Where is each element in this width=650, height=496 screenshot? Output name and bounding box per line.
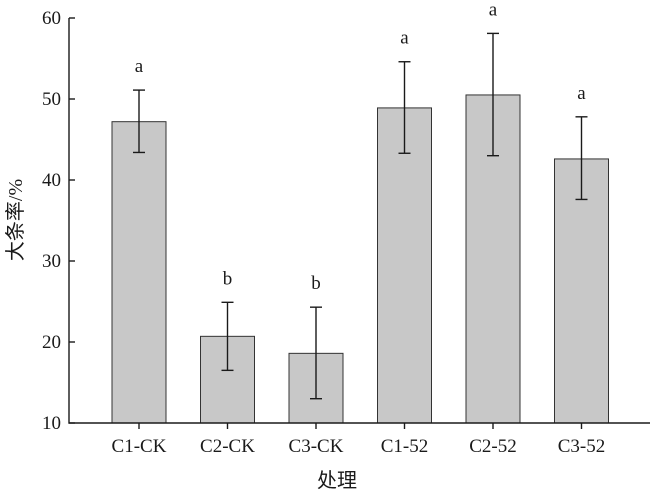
plot-area: a b b a a a [111,0,609,424]
x-tick-label: C2-52 [469,436,517,457]
axes: 10 20 30 40 50 60 C1-CK C2-CK C3-CK C1-52 C2-52 C3-… [42,8,650,457]
y-tick-label: 60 [42,8,61,29]
x-tick-label: C2-CK [200,436,255,457]
bar-c1-52 [377,107,432,424]
x-axis-title: 处理 [317,469,357,492]
bar-c3-52 [554,158,609,424]
significance-label: b [223,268,233,289]
x-tick-label: C1-CK [112,436,167,457]
y-tick-label: 50 [42,89,61,110]
significance-label: a [400,28,409,49]
significance-label: a [135,56,144,77]
significance-label: a [577,83,586,104]
significance-label: a [489,0,498,20]
y-tick-label: 20 [42,332,61,353]
y-axis-title: 大条率/% [4,179,27,261]
x-tick-label: C1-52 [381,436,429,457]
x-tick-label: C3-CK [289,436,344,457]
y-tick-label: 40 [42,170,61,191]
x-tick-label: C3-52 [558,436,606,457]
y-tick-label: 30 [42,251,61,272]
significance-label: b [311,273,321,294]
bar-c1-ck [111,121,167,424]
y-tick-label: 10 [42,413,61,434]
